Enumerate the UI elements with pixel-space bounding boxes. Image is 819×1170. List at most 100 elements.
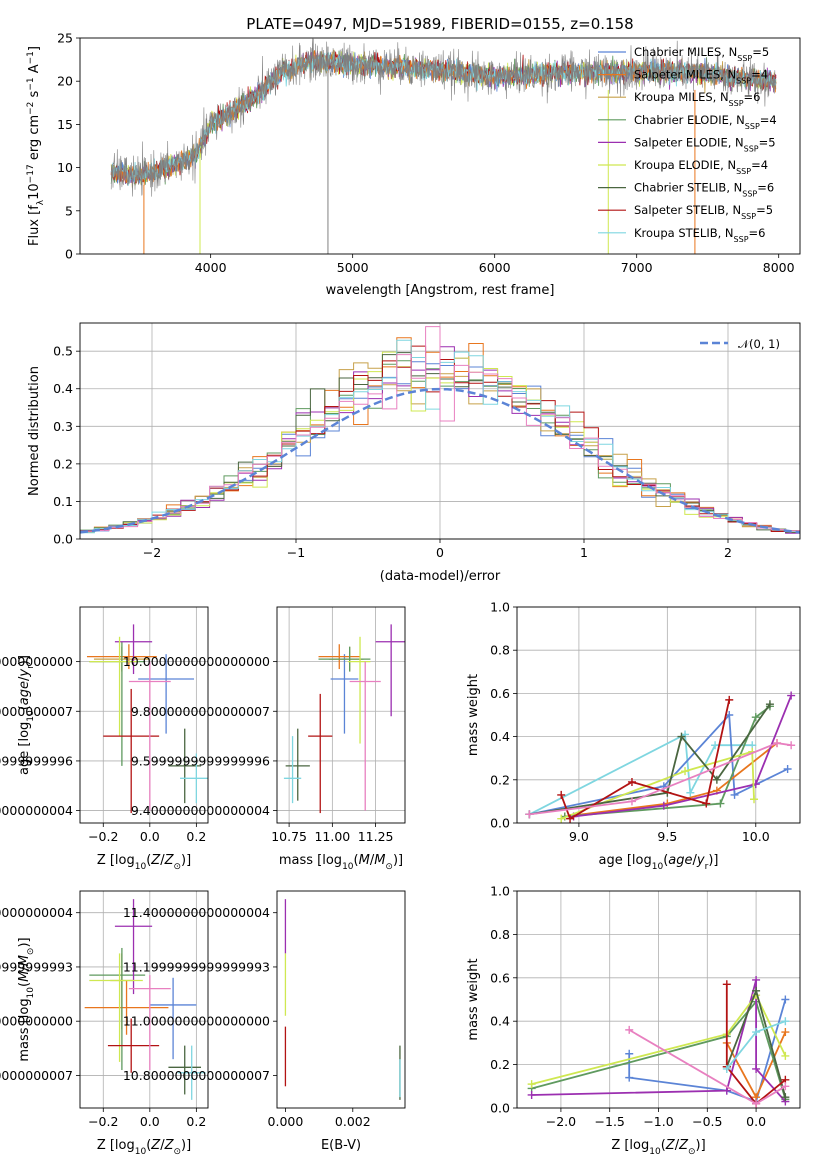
panel-mass_vs_Z: −0.2 0.0 0.2 10.8000000000000007 11.00000000… <box>0 890 209 1157</box>
weight-point-marker <box>787 691 796 700</box>
y-tick-label: 11.1999999999999993 <box>0 959 73 974</box>
plot-area <box>283 624 405 814</box>
y-tick-label: 0.5 <box>53 344 73 359</box>
weight-series-line <box>531 993 787 1085</box>
weight-point-marker <box>765 700 774 709</box>
weight-series-line <box>560 699 731 821</box>
plot-area <box>527 975 790 1108</box>
x-tick-label: 9.5 <box>657 829 677 844</box>
spectrum-legend: Chabrier MILES, NSSP=5 Salpeter MILES, NS… <box>598 45 777 243</box>
y-tick-label: 0.4 <box>490 1014 510 1029</box>
x-tick-label: 6000 <box>479 260 511 275</box>
legend-label: Kroupa STELIB, NSSP=6 <box>634 226 765 244</box>
y-tick-label: 0 <box>65 247 73 262</box>
plot-area <box>525 691 796 823</box>
x-tick-label: 10.0 <box>742 829 770 844</box>
y-tick-label: 10 <box>57 160 73 175</box>
y-tick-label: 11.0000000000000000 <box>0 1014 73 1029</box>
x-tick-label: −0.2 <box>88 829 118 844</box>
axes-frame <box>516 606 801 824</box>
weight-point-marker <box>752 975 761 984</box>
weight-point-marker <box>566 814 575 823</box>
weight-series-line <box>573 695 793 818</box>
axes-frame <box>516 890 801 1109</box>
plot-area <box>284 899 401 1100</box>
weight-point-marker <box>677 732 686 741</box>
weight-series-line <box>560 750 755 820</box>
axes-frame <box>79 890 209 1109</box>
weight-point-marker <box>527 1090 536 1099</box>
y-tick-label: 11.1999999999999993 <box>123 959 270 974</box>
x-tick-label: −1.0 <box>643 1114 673 1129</box>
plot-area <box>80 326 800 534</box>
y-axis-label: mass weight <box>466 958 481 1040</box>
y-tick-label: 10.8000000000000007 <box>0 1068 73 1083</box>
y-tick-label: 0.1 <box>53 494 73 509</box>
weight-point-marker <box>750 795 759 804</box>
x-tick-label: 2 <box>724 545 732 560</box>
x-tick-label: 0.2 <box>186 1114 206 1129</box>
axes-frame <box>79 606 209 824</box>
y-axis-label: mass weight <box>466 674 481 756</box>
x-tick-label: 0.0 <box>140 829 160 844</box>
y-axis-label: age [log10(age/yr)] <box>17 655 36 775</box>
y-tick-label: 9.4000000000000004 <box>131 803 270 818</box>
weight-point-marker <box>752 1099 761 1108</box>
legend-label: Chabrier STELIB, NSSP=6 <box>634 181 774 199</box>
y-axis-label: mass [log10(M/M⊙)] <box>17 937 36 1061</box>
figure-title: PLATE=0497, MJD=51989, FIBERID=0155, z=0… <box>246 15 633 33</box>
weight-point-marker <box>557 814 566 823</box>
y-tick-label: 10.0000000000000000 <box>123 654 270 669</box>
weight-point-marker <box>681 767 690 776</box>
x-axis-label: wavelength [Angstrom, rest frame] <box>326 283 555 298</box>
weight-point-marker <box>525 810 534 819</box>
y-tick-label: 9.5999999999999996 <box>131 753 270 768</box>
weight-point-marker <box>702 799 711 808</box>
data-spectrum-line <box>110 38 777 197</box>
legend-label: Kroupa ELODIE, NSSP=4 <box>634 158 768 176</box>
weight-point-marker <box>781 1028 790 1037</box>
weight-point-marker <box>752 1028 761 1037</box>
weight-series-line <box>564 705 771 818</box>
y-tick-label: 9.8000000000000007 <box>131 704 270 719</box>
x-tick-label: 10.75 <box>271 829 307 844</box>
y-tick-label: 0.0 <box>490 1101 510 1116</box>
histogram-step <box>80 326 800 532</box>
x-axis-label: Z [log10(Z/Z⊙)] <box>611 1138 705 1157</box>
x-tick-label: −2.0 <box>546 1114 576 1129</box>
x-axis-label: age [log10(age/yr)] <box>599 853 719 872</box>
legend-label: Kroupa MILES, NSSP=6 <box>634 90 760 108</box>
x-tick-label: 0.2 <box>186 829 206 844</box>
plot-area <box>110 38 777 254</box>
axes-frame <box>276 890 406 1109</box>
residual-legend: 𝒩(0, 1) <box>700 337 780 351</box>
y-tick-label: 0.2 <box>53 456 73 471</box>
weight-series-line <box>531 999 787 1100</box>
weight-point-marker <box>781 1017 790 1026</box>
panel-age_vs_Z: −0.2 0.0 0.2 9.4000000000000004 9.5999999999… <box>0 606 209 872</box>
plot-layer: 4000 5000 6000 7000 80000510152025wavelength… <box>0 31 801 1157</box>
weight-point-marker <box>625 1025 634 1034</box>
legend-label: Salpeter MILES, NSSP=4 <box>634 68 768 86</box>
weight-point-marker <box>787 741 796 750</box>
weight-point-marker <box>752 1064 761 1073</box>
x-tick-label: 0.0 <box>746 1114 766 1129</box>
x-tick-label: 1 <box>580 545 588 560</box>
y-tick-label: 0.6 <box>490 970 510 985</box>
weight-point-marker <box>722 1064 731 1073</box>
panel-weight_vs_age: 9.0 9.5 10.0 0.0 0.2 0.4 0.6 0.8 1.0 age [log10(a… <box>466 600 801 872</box>
y-tick-label: 5 <box>65 203 73 218</box>
legend-label: 𝒩(0, 1) <box>738 337 780 351</box>
y-tick-label: 10.8000000000000007 <box>123 1068 270 1083</box>
weight-point-marker <box>752 986 761 995</box>
weight-point-marker <box>627 797 636 806</box>
y-tick-label: 0.3 <box>53 419 73 434</box>
weight-point-marker <box>722 980 731 989</box>
weight-point-marker <box>783 765 792 773</box>
y-tick-label: 1.0 <box>490 884 510 899</box>
x-tick-label: 11.25 <box>358 829 394 844</box>
weight-point-marker <box>781 1093 790 1102</box>
y-tick-label: 0.4 <box>490 729 510 744</box>
x-tick-label: 7000 <box>621 260 653 275</box>
